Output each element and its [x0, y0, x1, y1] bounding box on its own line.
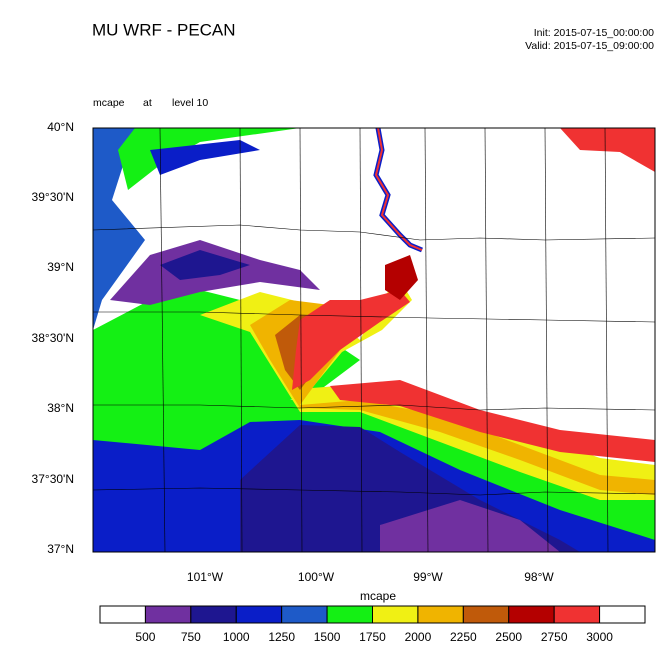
lat-label: 37°N	[47, 542, 74, 556]
colorbar-box	[417, 605, 464, 624]
lat-label: 38°30'N	[32, 331, 74, 345]
lat-label: 38°N	[47, 401, 74, 415]
colorbar-box	[190, 605, 237, 624]
field-at: at	[143, 97, 152, 109]
colorbar-box	[99, 605, 146, 624]
lat-label: 40°N	[47, 120, 74, 134]
colorbar-label: 2500	[495, 630, 522, 644]
lon-label: 98°W	[524, 570, 554, 584]
colorbar-label: 1250	[268, 630, 295, 644]
lon-label: 101°W	[187, 570, 224, 584]
colorbar-label: 1000	[223, 630, 250, 644]
colorbar-box	[235, 605, 283, 624]
colorbar-box	[281, 605, 328, 624]
init-time: Init: 2015-07-15_00:00:00	[534, 27, 654, 39]
colorbar-label: 750	[181, 630, 201, 644]
title: MU WRF - PECAN	[92, 20, 236, 39]
colorbar-box	[553, 605, 601, 624]
colorbar-label: 2250	[450, 630, 477, 644]
lat-label: 39°N	[47, 260, 74, 274]
valid-time: Valid: 2015-07-15_09:00:00	[525, 40, 654, 52]
field-name: mcape	[93, 97, 125, 109]
colorbar-title: mcape	[360, 589, 396, 603]
colorbar: 500 750 1000 1250 1500 1750 2000 2250 2500 2750 30…	[99, 605, 646, 644]
colorbar-box	[326, 605, 374, 624]
colorbar-label: 2750	[541, 630, 568, 644]
lat-label: 37°30'N	[32, 472, 74, 486]
colorbar-box	[508, 605, 555, 624]
colorbar-box	[599, 605, 646, 624]
colorbar-label: 1500	[314, 630, 341, 644]
colorbar-box	[462, 605, 510, 624]
colorbar-label: 1750	[359, 630, 386, 644]
lat-label: 39°30'N	[32, 190, 74, 204]
colorbar-label: 500	[135, 630, 155, 644]
lon-label: 100°W	[298, 570, 335, 584]
map-frame	[92, 127, 656, 553]
colorbar-label: 2000	[405, 630, 432, 644]
lon-label: 99°W	[413, 570, 443, 584]
colorbar-box	[372, 605, 419, 624]
colorbar-label: 3000	[586, 630, 613, 644]
colorbar-box	[144, 605, 192, 624]
map-field	[93, 128, 655, 552]
field-level: level 10	[172, 97, 208, 109]
